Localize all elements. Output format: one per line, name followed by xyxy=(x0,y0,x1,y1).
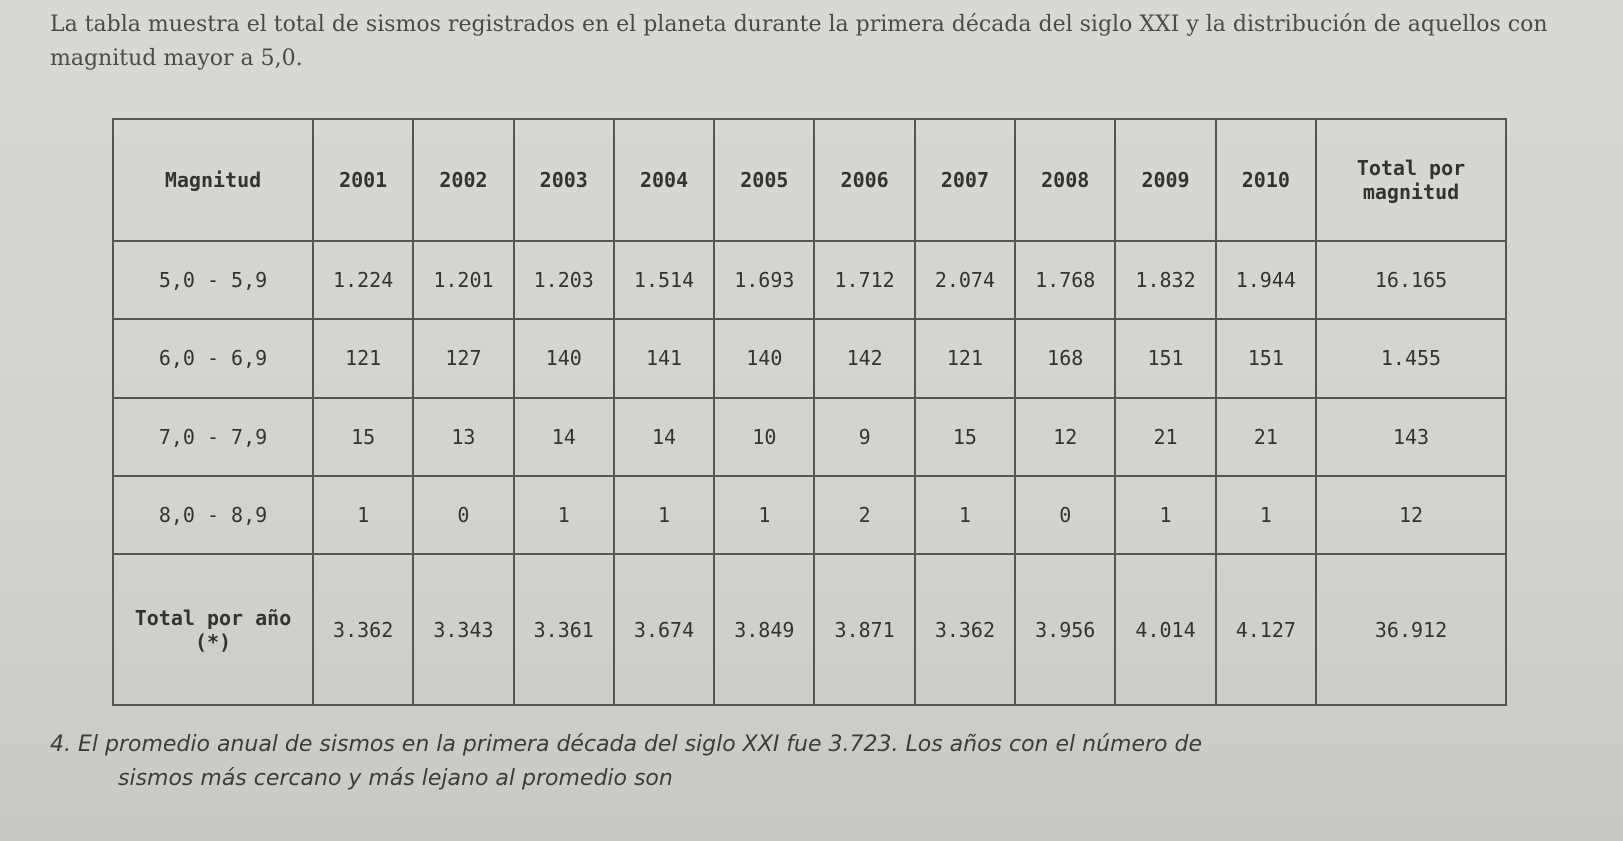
table-cell: 1.203 xyxy=(512,239,615,321)
table-cell: 151 xyxy=(1114,318,1217,399)
table-cell: 1 xyxy=(612,474,716,556)
table-cell: 141 xyxy=(612,318,716,399)
table-cell: 12 xyxy=(1315,474,1507,556)
intro-text: La tabla muestra el total de sismos regi… xyxy=(50,12,1548,71)
table-cell: 21 xyxy=(1214,396,1318,477)
table-cell: 15 xyxy=(913,396,1017,477)
question-line: sismos más cercano y más lejano al prome… xyxy=(118,766,673,791)
table-cell: 36.912 xyxy=(1315,553,1507,706)
table-cell: 1.768 xyxy=(1014,239,1117,321)
table-cell: 21 xyxy=(1114,396,1217,477)
table-cell: 1.201 xyxy=(412,239,515,321)
table-cell: 3.362 xyxy=(913,553,1017,706)
table-cell: 140 xyxy=(713,318,816,399)
table-cell: 1.455 xyxy=(1315,318,1507,399)
table-cell: 3.871 xyxy=(813,553,916,706)
table-cell: 1.514 xyxy=(612,239,716,321)
table-cell: 6,0 - 6,9 xyxy=(112,318,314,399)
header-cell: 2009 xyxy=(1114,118,1217,242)
table-cell: 121 xyxy=(311,318,415,399)
table-cell: 12 xyxy=(1014,396,1117,477)
seismic-table: Magnitud 2001 2002 2003 2004 2005 2006 2007 2008… xyxy=(112,118,1507,706)
table-cell: 1 xyxy=(311,474,415,556)
table-row: 7,0 - 7,9 15 13 14 14 10 9 15 12 21 21 143 xyxy=(112,396,1507,477)
table-cell: 1 xyxy=(512,474,615,556)
question-line: 4. El promedio anual de sismos en la pri… xyxy=(50,732,1202,757)
table-row: Total por año (*) 3.362 3.343 3.361 3.674 3.8… xyxy=(112,553,1507,706)
table-cell: 3.849 xyxy=(713,553,816,706)
table-cell: 142 xyxy=(813,318,916,399)
table-cell: 4.014 xyxy=(1114,553,1217,706)
table-cell: 3.361 xyxy=(512,553,615,706)
table-cell: 14 xyxy=(512,396,615,477)
table-cell: 8,0 - 8,9 xyxy=(112,474,314,556)
table-cell: 1.224 xyxy=(311,239,415,321)
table-cell: 1 xyxy=(1114,474,1217,556)
table-cell: 9 xyxy=(813,396,916,477)
table-cell: 4.127 xyxy=(1214,553,1318,706)
table-cell: 15 xyxy=(311,396,415,477)
table-cell: 5,0 - 5,9 xyxy=(112,239,314,321)
header-cell: 2003 xyxy=(512,118,615,242)
table-cell: Total por año (*) xyxy=(112,553,314,706)
table-cell: 0 xyxy=(412,474,515,556)
table-cell: 16.165 xyxy=(1315,239,1507,321)
table-cell: 3.362 xyxy=(311,553,415,706)
table-cell: 1 xyxy=(913,474,1017,556)
table-cell: 143 xyxy=(1315,396,1507,477)
table-cell: 1.693 xyxy=(713,239,816,321)
table-cell: 3.343 xyxy=(412,553,515,706)
header-cell: 2002 xyxy=(412,118,515,242)
table-cell: 121 xyxy=(913,318,1017,399)
header-cell: 2010 xyxy=(1214,118,1318,242)
table-cell: 151 xyxy=(1214,318,1318,399)
table-cell: 168 xyxy=(1014,318,1117,399)
header-cell: 2001 xyxy=(311,118,415,242)
header-cell: 2006 xyxy=(813,118,916,242)
table-cell: 3.956 xyxy=(1014,553,1117,706)
table-cell: 10 xyxy=(713,396,816,477)
table-cell: 1.832 xyxy=(1114,239,1217,321)
header-cell: Magnitud xyxy=(112,118,314,242)
table-cell: 2.074 xyxy=(913,239,1017,321)
header-row: Magnitud 2001 2002 2003 2004 2005 2006 2007 2008… xyxy=(112,118,1507,242)
table-cell: 1 xyxy=(713,474,816,556)
table-cell: 3.674 xyxy=(612,553,716,706)
header-cell: Total por magnitud xyxy=(1315,118,1507,242)
header-cell: 2008 xyxy=(1014,118,1117,242)
table-cell: 13 xyxy=(412,396,515,477)
question: 4. El promedio anual de sismos en la pri… xyxy=(50,728,1202,796)
table-row: 8,0 - 8,9 1 0 1 1 1 2 1 0 1 1 12 xyxy=(112,474,1507,556)
table-cell: 1 xyxy=(1214,474,1318,556)
table-row: 6,0 - 6,9 121 127 140 141 140 142 121 168 151 151 1… xyxy=(112,318,1507,399)
table-cell: 1.944 xyxy=(1214,239,1318,321)
table-cell: 127 xyxy=(412,318,515,399)
table-row: 5,0 - 5,9 1.224 1.201 1.203 1.514 1.693 1.712 2… xyxy=(112,239,1507,321)
table-cell: 0 xyxy=(1014,474,1117,556)
header-cell: 2007 xyxy=(913,118,1017,242)
table-cell: 140 xyxy=(512,318,615,399)
table-cell: 14 xyxy=(612,396,716,477)
table-cell: 7,0 - 7,9 xyxy=(112,396,314,477)
table-cell: 1.712 xyxy=(813,239,916,321)
header-cell: 2005 xyxy=(713,118,816,242)
table-cell: 2 xyxy=(813,474,916,556)
header-cell: 2004 xyxy=(612,118,716,242)
